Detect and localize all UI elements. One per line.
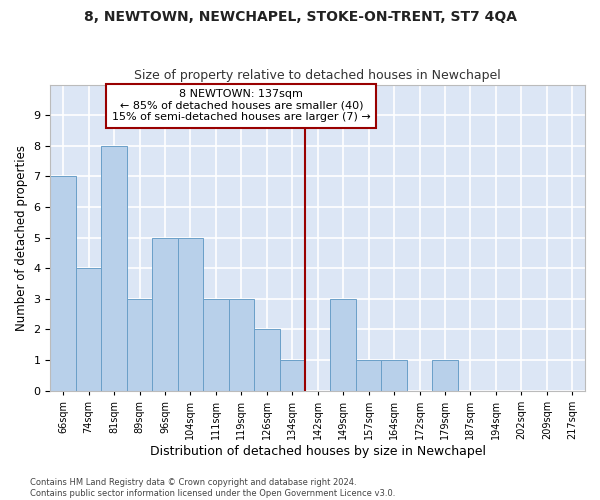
Bar — [152, 238, 178, 390]
Bar — [50, 176, 76, 390]
Bar — [203, 298, 229, 390]
Bar — [254, 330, 280, 390]
Title: Size of property relative to detached houses in Newchapel: Size of property relative to detached ho… — [134, 69, 501, 82]
Bar — [432, 360, 458, 390]
Text: 8 NEWTOWN: 137sqm
← 85% of detached houses are smaller (40)
15% of semi-detached: 8 NEWTOWN: 137sqm ← 85% of detached hous… — [112, 89, 371, 122]
Bar — [331, 298, 356, 390]
Bar — [280, 360, 305, 390]
Bar — [76, 268, 101, 390]
Bar — [382, 360, 407, 390]
Text: 8, NEWTOWN, NEWCHAPEL, STOKE-ON-TRENT, ST7 4QA: 8, NEWTOWN, NEWCHAPEL, STOKE-ON-TRENT, S… — [83, 10, 517, 24]
Text: Contains HM Land Registry data © Crown copyright and database right 2024.
Contai: Contains HM Land Registry data © Crown c… — [30, 478, 395, 498]
Bar — [229, 298, 254, 390]
Bar — [178, 238, 203, 390]
Bar — [101, 146, 127, 390]
Bar — [356, 360, 382, 390]
Bar — [127, 298, 152, 390]
Y-axis label: Number of detached properties: Number of detached properties — [15, 144, 28, 330]
X-axis label: Distribution of detached houses by size in Newchapel: Distribution of detached houses by size … — [150, 444, 486, 458]
